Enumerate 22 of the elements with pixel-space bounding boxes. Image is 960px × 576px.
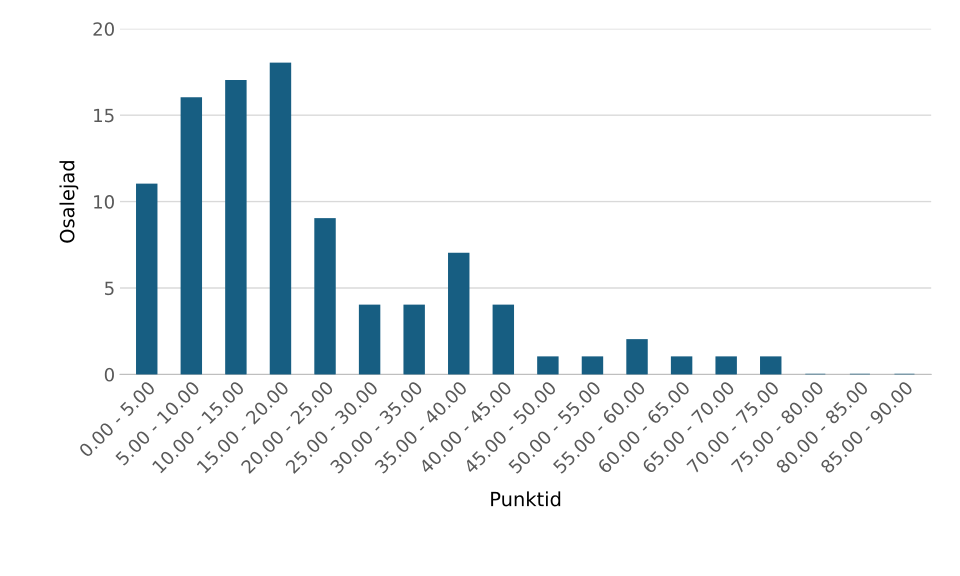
- bar: [448, 252, 470, 374]
- bar: [670, 356, 692, 374]
- y-tick-label: 15: [94, 108, 114, 122]
- bar: [314, 218, 336, 374]
- bar: [715, 356, 737, 374]
- bar: [582, 356, 604, 374]
- y-tick-label: 5: [105, 282, 114, 296]
- bar: [537, 356, 559, 374]
- bar: [492, 304, 514, 374]
- bar: [180, 97, 202, 374]
- y-axis-title: Osalejad: [59, 161, 78, 243]
- y-tick-label: 10: [94, 195, 114, 209]
- x-axis-title: Punktid: [491, 491, 560, 506]
- bar: [358, 304, 380, 374]
- bar: [403, 304, 425, 374]
- bar: [760, 356, 782, 374]
- bar: [225, 80, 247, 374]
- bar: [270, 62, 292, 374]
- bar: [136, 184, 158, 374]
- y-tick-label: 0: [104, 368, 114, 382]
- y-tick-label: 20: [93, 22, 114, 36]
- bar: [626, 339, 648, 374]
